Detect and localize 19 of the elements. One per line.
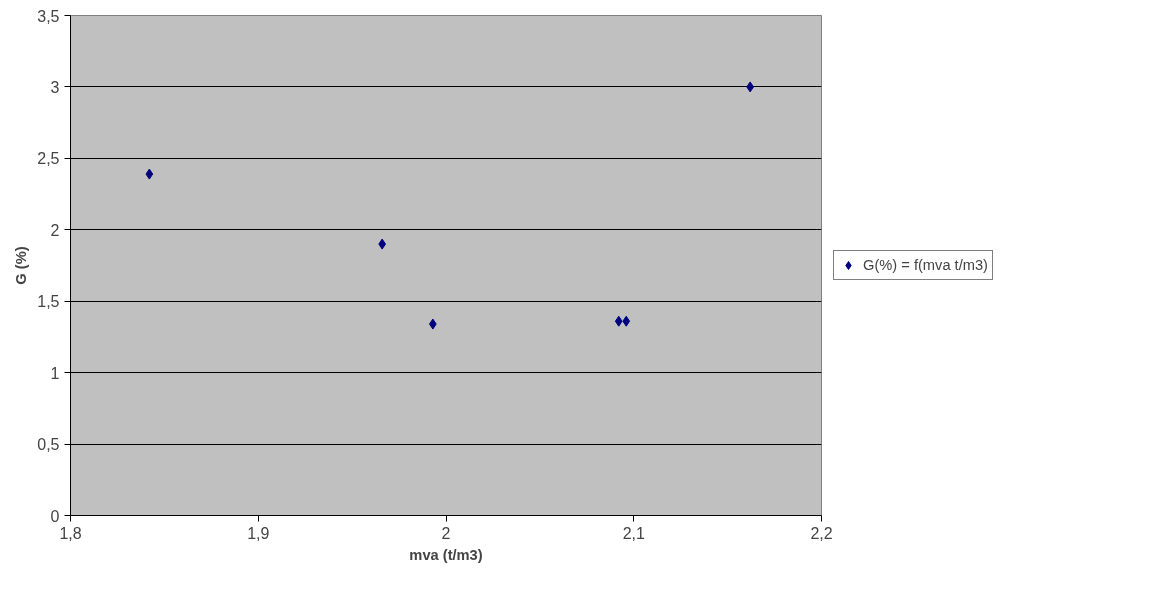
x-tick-label: 2 <box>441 524 451 542</box>
x-tick-label: 1,8 <box>59 524 82 542</box>
point <box>614 315 623 327</box>
x-tick-label: 1,9 <box>247 524 270 542</box>
point <box>622 315 631 327</box>
x-tick-label: 2,1 <box>622 524 645 542</box>
y-axis-title: G (%) <box>13 246 30 285</box>
legend-label: G(%) = f(mva t/m3) <box>863 257 988 273</box>
y-tick-label: 3 <box>50 78 60 96</box>
y-tick-label: 2,5 <box>37 150 60 168</box>
y-tick-label: 0 <box>50 507 60 525</box>
y-tick-label: 1 <box>50 364 60 382</box>
point <box>145 168 154 180</box>
x-axis-title: mva (t/m3) <box>409 546 483 563</box>
y-tick-label: 1,5 <box>37 293 60 311</box>
y-tick-label: 0,5 <box>37 436 60 454</box>
x-tick-label: 2,2 <box>810 524 833 542</box>
y-tick-label: 3,5 <box>37 7 60 25</box>
y-tick-label: 2 <box>50 221 60 239</box>
